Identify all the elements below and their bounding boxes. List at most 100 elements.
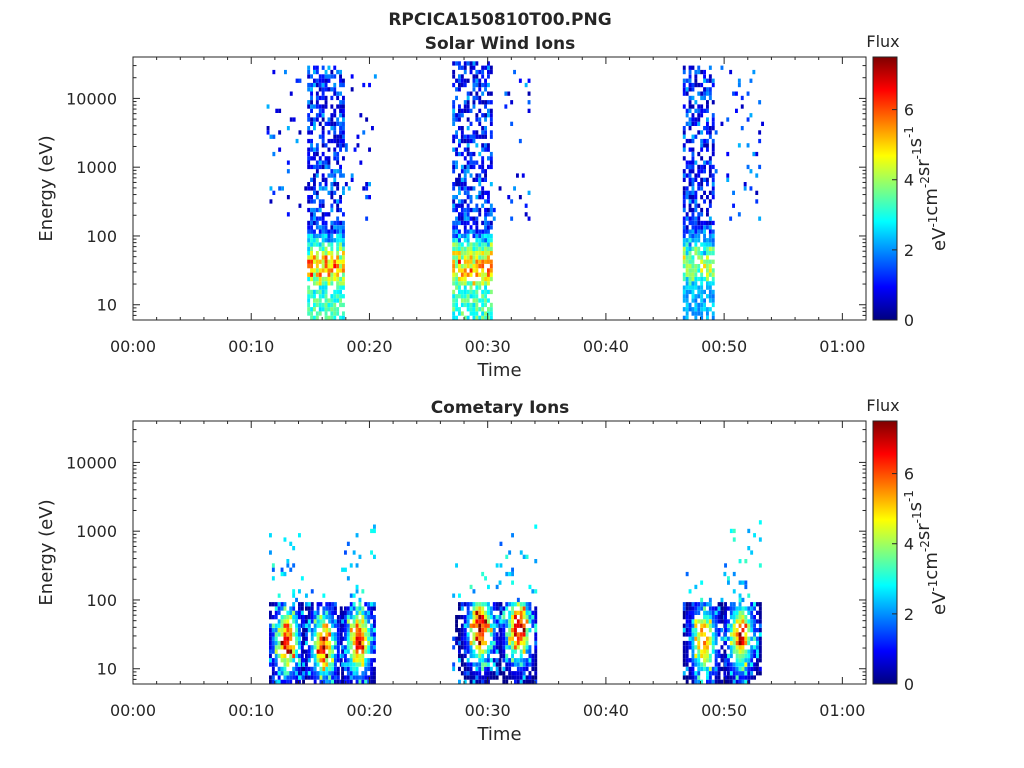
heatmap-cell <box>466 164 470 170</box>
heatmap-cell <box>469 649 473 654</box>
heatmap-cell <box>460 151 464 157</box>
heatmap-cell <box>455 164 458 170</box>
heatmap-cell <box>339 294 342 299</box>
heatmap-cell <box>361 662 365 667</box>
heatmap-cell <box>703 95 706 101</box>
heatmap-cell <box>324 315 328 320</box>
heatmap-cell <box>481 653 485 659</box>
heatmap-cell <box>691 169 695 174</box>
heatmap-cell <box>703 289 706 295</box>
heatmap-cell <box>478 87 482 92</box>
heatmap-cell <box>525 679 529 684</box>
heatmap-cell <box>339 285 342 290</box>
heatmap-cell <box>339 225 342 230</box>
heatmap-cell <box>313 679 317 684</box>
heatmap-cell <box>327 229 331 234</box>
heatmap-cell <box>519 636 523 641</box>
heatmap-cell <box>472 82 476 88</box>
heatmap-cell <box>310 177 313 182</box>
heatmap-cell <box>489 259 493 264</box>
heatmap-cell <box>455 207 458 213</box>
heatmap-cell <box>286 195 290 200</box>
heatmap-cell <box>481 130 485 135</box>
heatmap-cell <box>333 138 337 144</box>
heatmap-cell <box>706 104 709 109</box>
heatmap-cell <box>341 567 344 572</box>
heatmap-cell <box>321 186 325 191</box>
heatmap-cell <box>700 104 704 109</box>
heatmap-cell <box>688 628 692 633</box>
heatmap-cell <box>333 238 337 243</box>
heatmap-cell <box>336 623 340 628</box>
heatmap-cell <box>469 615 473 620</box>
heatmap-cell <box>478 658 482 663</box>
heatmap-cell <box>333 74 337 79</box>
heatmap-cell <box>703 177 706 182</box>
heatmap-cell <box>706 143 709 148</box>
heatmap-cell <box>307 264 311 269</box>
heatmap-cell <box>752 151 756 157</box>
heatmap-cell <box>472 138 476 144</box>
heatmap-cell <box>691 264 695 269</box>
heatmap-cell <box>342 229 345 234</box>
heatmap-cell <box>708 238 712 243</box>
heatmap-cell <box>373 632 376 637</box>
heatmap-cell <box>475 177 479 182</box>
heatmap-cell <box>364 623 368 628</box>
heatmap-cell <box>310 636 314 641</box>
heatmap-cell <box>484 666 487 672</box>
heatmap-cell <box>724 563 727 568</box>
heatmap-cell <box>463 233 467 239</box>
heatmap-cell <box>758 537 762 542</box>
heatmap-cell <box>324 100 328 105</box>
heatmap-cell <box>527 100 531 105</box>
heatmap-cell <box>495 623 499 628</box>
heatmap-cell <box>703 645 706 650</box>
heatmap-cell <box>700 307 704 312</box>
heatmap-cell <box>706 653 709 659</box>
heatmap-cell <box>458 281 461 286</box>
heatmap-cell <box>316 602 320 607</box>
heatmap-cell <box>522 675 526 680</box>
heatmap-cell <box>463 632 467 637</box>
heatmap-cell <box>688 289 692 295</box>
heatmap-cell <box>331 636 334 641</box>
heatmap-cell <box>328 679 332 684</box>
heatmap-cell <box>487 190 490 195</box>
heatmap-cell <box>292 666 296 672</box>
heatmap-cell <box>685 679 689 684</box>
heatmap-cell <box>489 233 493 239</box>
heatmap-cell <box>484 619 487 624</box>
heatmap-cell <box>358 602 362 607</box>
heatmap-cell <box>307 653 311 659</box>
heatmap-cell <box>481 164 485 170</box>
heatmap-cell <box>511 571 514 577</box>
heatmap-cell <box>682 78 686 83</box>
heatmap-cell <box>688 623 692 628</box>
heatmap-cell <box>319 615 323 620</box>
heatmap-cell <box>508 619 512 624</box>
heatmap-cell <box>694 268 698 273</box>
heatmap-cell <box>313 307 316 312</box>
heatmap-cell <box>475 220 479 226</box>
heatmap-cell <box>455 315 458 320</box>
heatmap-cell <box>703 640 706 646</box>
heatmap-cell <box>463 666 467 672</box>
heatmap-cell <box>339 164 342 170</box>
heatmap-cell <box>484 143 487 148</box>
heatmap-cell <box>714 636 718 641</box>
heatmap-cell <box>286 559 290 564</box>
heatmap-cell <box>333 173 337 178</box>
heatmap-cell <box>511 628 514 633</box>
heatmap-cell <box>703 251 706 256</box>
heatmap-cell <box>697 645 701 650</box>
heatmap-cell <box>688 173 692 178</box>
heatmap-cell <box>499 623 503 628</box>
heatmap-cell <box>460 302 464 308</box>
heatmap-cell <box>274 645 278 650</box>
heatmap-cell <box>452 268 456 273</box>
heatmap-cell <box>334 602 337 607</box>
heatmap-cell <box>333 82 337 88</box>
heatmap-cell <box>703 623 706 628</box>
heatmap-cell <box>455 151 458 157</box>
